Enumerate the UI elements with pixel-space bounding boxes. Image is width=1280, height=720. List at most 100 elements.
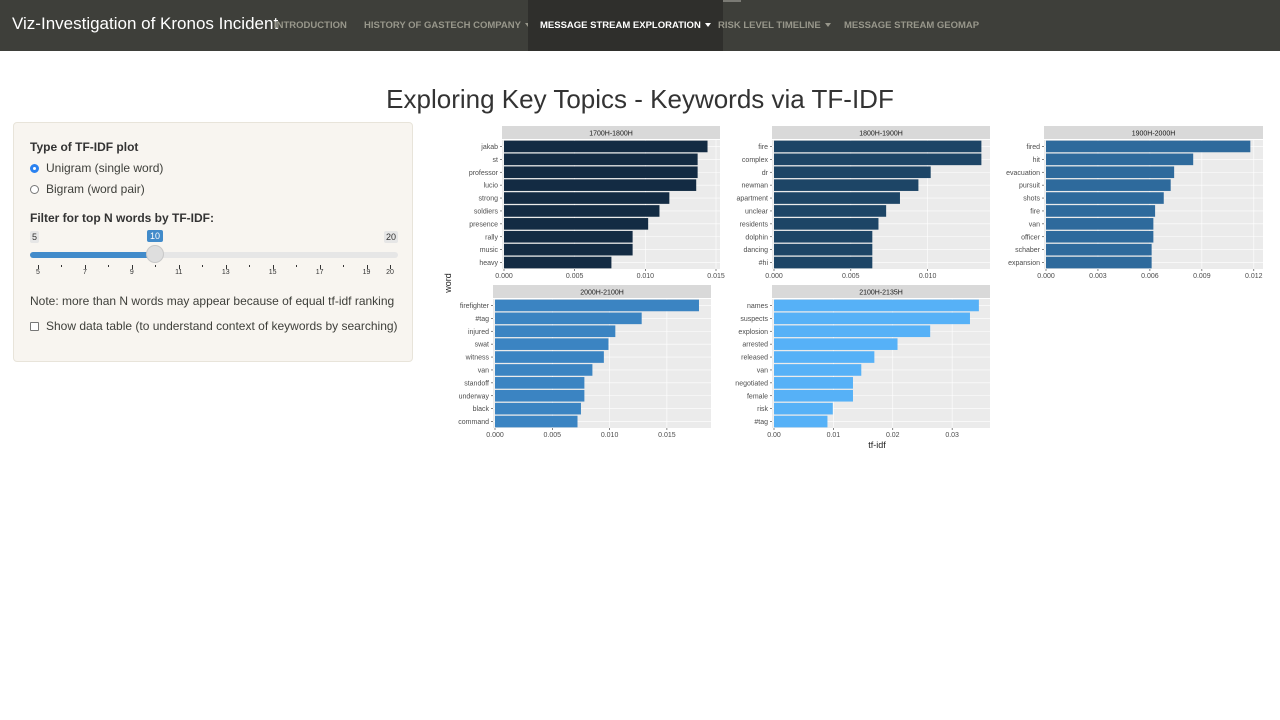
bar — [1046, 256, 1152, 269]
nav-message-stream-exploration-label: MESSAGE STREAM EXPLORATION — [540, 20, 701, 31]
radio-unigram-label: Unigram (single word) — [46, 161, 164, 175]
x-tick-label: 0.010 — [637, 273, 655, 280]
bar — [774, 299, 979, 312]
bar — [774, 205, 887, 217]
y-tick-label: female — [747, 393, 768, 400]
bar — [504, 256, 612, 269]
x-tick-label: 0.005 — [544, 432, 562, 439]
bar — [774, 140, 982, 153]
bar — [774, 179, 919, 191]
bar — [495, 299, 699, 312]
slider-tick — [319, 265, 321, 269]
y-tick-label: suspects — [740, 316, 768, 323]
y-tick-label: presence — [469, 221, 498, 228]
slider-max-label: 20 — [384, 231, 399, 243]
slider-tick-label: 20 — [386, 269, 394, 276]
x-tick-label: 0.006 — [1141, 273, 1159, 280]
checkbox-icon[interactable] — [30, 321, 39, 331]
nav-message-stream-exploration[interactable]: MESSAGE STREAM EXPLORATION — [528, 0, 723, 51]
facet-title: 2000H-2100H — [580, 290, 624, 297]
tfidf-note: Note: more than N words may appear becau… — [30, 294, 395, 308]
radio-unchecked-icon[interactable] — [30, 184, 39, 194]
bar — [1046, 243, 1152, 256]
y-tick-label: heavy — [479, 260, 498, 267]
tfidf-faceted-bar-chart: 1700H-1800H 0.000 0.005 0.010 0.015 jakab st pr… — [430, 120, 1270, 465]
y-tick-label: names — [747, 303, 769, 310]
x-tick-label: 0.005 — [566, 273, 584, 280]
bar — [774, 351, 875, 363]
y-tick-label: fire — [758, 144, 768, 151]
slider-handle[interactable] — [146, 245, 164, 263]
x-tick-label: 0.00 — [767, 432, 781, 439]
bar — [1046, 205, 1156, 217]
bar — [504, 205, 660, 217]
nav-history-gastech[interactable]: HISTORY OF GASTECH COMPANY — [352, 0, 543, 51]
facet-title: 1700H-1800H — [589, 131, 633, 138]
bar — [495, 402, 581, 415]
bar — [504, 243, 633, 256]
y-tick-label: jakab — [480, 144, 498, 151]
bar — [495, 364, 593, 376]
x-tick-label: 0.02 — [886, 432, 900, 439]
bar — [774, 256, 873, 269]
slider-tick — [296, 265, 298, 267]
y-tick-label: newman — [742, 183, 769, 190]
bar — [1046, 153, 1194, 166]
bar — [774, 230, 873, 243]
radio-bigram-label: Bigram (word pair) — [46, 182, 145, 196]
facet-strip — [493, 285, 711, 298]
y-tick-label: released — [741, 355, 768, 362]
slider-tick — [202, 265, 204, 267]
y-tick-label: van — [1029, 221, 1040, 228]
y-tick-label: pursuit — [1019, 183, 1040, 190]
y-tick-label: fired — [1026, 144, 1040, 151]
radio-checked-icon[interactable] — [30, 163, 39, 173]
y-tick-label: shots — [1023, 196, 1040, 203]
bar — [504, 218, 649, 230]
bar — [774, 402, 833, 415]
facet-title: 2100H-2135H — [859, 290, 903, 297]
slider-track[interactable] — [30, 252, 398, 258]
x-tick-label: 0.005 — [842, 273, 860, 280]
y-tick-label: dolphin — [745, 234, 768, 241]
nav-risk-level-timeline[interactable]: RISK LEVEL TIMELINE — [706, 0, 843, 51]
nav-introduction[interactable]: INTRODUCTION — [262, 0, 359, 51]
page-title: Exploring Key Topics - Keywords via TF-I… — [386, 84, 894, 114]
facet-strip — [1044, 126, 1263, 139]
slider-tick — [108, 265, 110, 267]
radio-bigram[interactable]: Bigram (word pair) — [30, 182, 145, 196]
show-data-table-checkbox[interactable]: Show data table (to understand context o… — [30, 319, 398, 333]
y-tick-label: #tag — [475, 316, 489, 323]
nav-message-stream-geomap-label: MESSAGE STREAM GEOMAP — [844, 20, 980, 31]
bar — [774, 218, 879, 230]
nav-message-stream-geomap[interactable]: MESSAGE STREAM GEOMAP — [832, 0, 991, 51]
sidebar-panel: Type of TF-IDF plot Unigram (single word… — [13, 122, 413, 362]
bar — [774, 338, 898, 350]
y-tick-label: command — [458, 419, 489, 426]
y-tick-label: complex — [742, 157, 769, 164]
bar — [504, 153, 698, 166]
bar — [495, 325, 616, 338]
plot-type-label: Type of TF-IDF plot — [30, 140, 139, 154]
slider-tick — [61, 265, 63, 267]
y-tick-label: swat — [475, 342, 489, 349]
slider-tick-label: 5 — [36, 269, 40, 276]
slider-tick — [249, 265, 251, 267]
bar — [495, 338, 609, 350]
bar — [504, 192, 670, 204]
bar — [495, 377, 585, 389]
slider-min-label: 5 — [30, 231, 40, 243]
bar — [1046, 166, 1175, 179]
slider-tick-label: 17 — [315, 269, 324, 276]
bar — [774, 389, 853, 402]
slider-tick — [390, 265, 391, 269]
bar — [495, 415, 578, 428]
tfidf-chart-svg: 1700H-1800H 0.000 0.005 0.010 0.015 jakab st pr… — [443, 126, 1263, 450]
slider-tick — [225, 265, 227, 269]
y-tick-label: #hi — [759, 260, 769, 267]
y-tick-label: soldiers — [474, 208, 499, 215]
slider-tick-label: 19 — [362, 269, 371, 276]
app-title[interactable]: Viz-Investigation of Kronos Incident — [12, 14, 279, 33]
radio-unigram[interactable]: Unigram (single word) — [30, 161, 163, 175]
bar — [774, 243, 873, 256]
